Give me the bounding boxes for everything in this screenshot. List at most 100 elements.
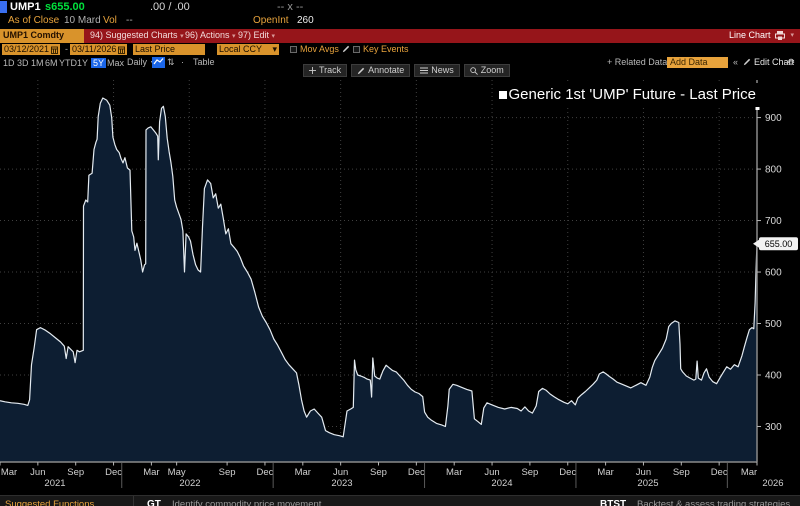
- svg-text:Dec: Dec: [256, 467, 273, 478]
- chart-legend[interactable]: Generic 1st 'UMP' Future - Last Price: [493, 83, 763, 107]
- svg-text:500: 500: [765, 319, 782, 330]
- plus-icon: [309, 67, 316, 74]
- svg-text:Sep: Sep: [673, 467, 690, 478]
- svg-text:Jun: Jun: [30, 467, 45, 478]
- as-of-row: As of Close 10 Mard Vol -- OpenInt 260: [0, 15, 800, 29]
- svg-text:655.00: 655.00: [765, 239, 793, 249]
- svg-text:900: 900: [765, 113, 782, 124]
- svg-text:600: 600: [765, 268, 782, 279]
- footer-bar: Suggested Functions GT Identify commodit…: [0, 495, 800, 506]
- svg-text:Mar: Mar: [597, 467, 613, 478]
- svg-text:Mar: Mar: [741, 467, 757, 478]
- suggested-functions-title: Suggested Functions: [5, 499, 95, 506]
- menu-item-actions[interactable]: 96) Actions ▾: [185, 30, 236, 40]
- svg-text:Jun: Jun: [636, 467, 651, 478]
- svg-text:Dec: Dec: [408, 467, 425, 478]
- chart-type-dropdown-icon[interactable]: ▾: [790, 32, 794, 39]
- period-button-6m[interactable]: 6M: [45, 58, 58, 68]
- security-field[interactable]: UMP1 Comdty: [0, 29, 84, 43]
- collapse-button[interactable]: «: [733, 57, 739, 67]
- legend-label: Generic 1st 'UMP' Future - Last Price: [508, 86, 756, 103]
- footer-function-desc[interactable]: Identify commodity price movement: [172, 499, 322, 506]
- open-interest-value: 260: [297, 15, 314, 26]
- pencil-icon: [743, 58, 751, 66]
- calendar-icon: [51, 46, 59, 54]
- annotate-button[interactable]: Annotate: [351, 64, 411, 77]
- key-events-checkbox[interactable]: Key Events: [353, 44, 409, 54]
- export-icon[interactable]: [775, 30, 786, 40]
- bid-ask-values: .00 / .00: [150, 1, 190, 13]
- related-data-button[interactable]: + Related Data ▾: [607, 57, 673, 67]
- news-icon: [420, 67, 429, 74]
- quote-row: UMP1 s655.00 .00 / .00 -- x --: [0, 0, 800, 15]
- svg-text:2021: 2021: [44, 478, 65, 489]
- svg-text:Sep: Sep: [67, 467, 84, 478]
- edit-chart-button[interactable]: Edit Chart: [743, 57, 794, 67]
- svg-text:Dec: Dec: [559, 467, 576, 478]
- svg-text:800: 800: [765, 165, 782, 176]
- svg-text:Jun: Jun: [484, 467, 499, 478]
- checkbox-icon[interactable]: [290, 45, 297, 53]
- svg-text:Mar: Mar: [446, 467, 462, 478]
- period-button-max[interactable]: Max: [107, 58, 125, 68]
- menu-item-suggested-charts[interactable]: 94) Suggested Charts ▾: [90, 30, 184, 40]
- track-button[interactable]: Track: [303, 64, 348, 77]
- pencil-icon: [357, 67, 365, 74]
- menu-bar: UMP1 Comdty 94) Suggested Charts ▾ 96) Ac…: [0, 29, 800, 43]
- period-button-5y[interactable]: 5Y: [91, 58, 107, 68]
- settings-gear-icon[interactable]: ⚙: [787, 57, 796, 67]
- svg-text:Mar: Mar: [1, 467, 17, 478]
- as-of-date: 10 Mard: [64, 15, 101, 26]
- series-marker-icon: [498, 90, 507, 99]
- svg-text:300: 300: [765, 422, 782, 433]
- checkbox-icon[interactable]: [353, 45, 360, 53]
- as-of-label: As of Close: [8, 15, 60, 26]
- date-from-field[interactable]: 03/12/2021: [2, 44, 61, 55]
- svg-text:2023: 2023: [331, 478, 352, 489]
- zoom-button[interactable]: Zoom: [463, 64, 510, 77]
- svg-text:Sep: Sep: [219, 467, 236, 478]
- date-range-dash: -: [65, 44, 68, 54]
- price-chart[interactable]: Mar Jun Sep Dec Mar May Sep Dec Mar Jun Sep Dec Mar J…: [0, 69, 800, 506]
- period-button-1y[interactable]: 1Y: [77, 58, 89, 68]
- pencil-icon[interactable]: [342, 45, 350, 53]
- magnifier-icon: [469, 66, 478, 75]
- chart-type-label[interactable]: Line Chart: [728, 30, 771, 40]
- period-button-3d[interactable]: 3D: [17, 58, 29, 68]
- chart-region: Track Annotate News Zoom Generic 1st 'UMP' …: [0, 64, 800, 506]
- volume-label: Vol: [103, 15, 117, 26]
- news-button[interactable]: News: [414, 64, 460, 77]
- table-button[interactable]: Table: [193, 57, 215, 67]
- field-bar: 03/12/2021 - 03/11/2026 Last Price Local…: [0, 43, 800, 56]
- volume-value: --: [126, 15, 133, 26]
- menu-item-edit[interactable]: 97) Edit ▾: [238, 30, 276, 40]
- footer-divider: [133, 496, 134, 506]
- last-price-value: s655.00: [45, 1, 85, 13]
- period-button-ytd[interactable]: YTD: [59, 58, 77, 68]
- line-chart-style-icon[interactable]: [152, 57, 165, 68]
- price-field-select[interactable]: Last Price: [133, 44, 205, 55]
- add-data-input[interactable]: Add Data: [667, 57, 728, 68]
- svg-text:2024: 2024: [491, 478, 512, 489]
- bid-ask-size: -- x --: [277, 1, 304, 13]
- open-interest-label: OpenInt: [253, 15, 289, 26]
- period-button-1d[interactable]: 1D: [3, 58, 15, 68]
- ticker-symbol: UMP1: [10, 1, 41, 13]
- svg-text:Sep: Sep: [521, 467, 538, 478]
- sort-axis-icon[interactable]: ⇅: [167, 57, 175, 67]
- svg-text:Jun: Jun: [333, 467, 348, 478]
- svg-text:Dec: Dec: [105, 467, 122, 478]
- footer-function-code[interactable]: GT: [147, 499, 161, 506]
- svg-text:Sep: Sep: [370, 467, 387, 478]
- date-to-field[interactable]: 03/11/2026: [70, 44, 128, 55]
- svg-text:Dec: Dec: [711, 467, 728, 478]
- more-options-dot[interactable]: ·: [181, 57, 184, 67]
- currency-select[interactable]: Local CCY ▾: [217, 44, 279, 55]
- svg-text:May: May: [168, 467, 186, 478]
- period-button-1m[interactable]: 1M: [31, 58, 44, 68]
- footer-function-desc[interactable]: Backtest & assess trading strategies: [637, 499, 791, 506]
- footer-function-code[interactable]: BTST: [600, 499, 627, 506]
- mov-avgs-checkbox[interactable]: Mov Avgs: [290, 44, 350, 54]
